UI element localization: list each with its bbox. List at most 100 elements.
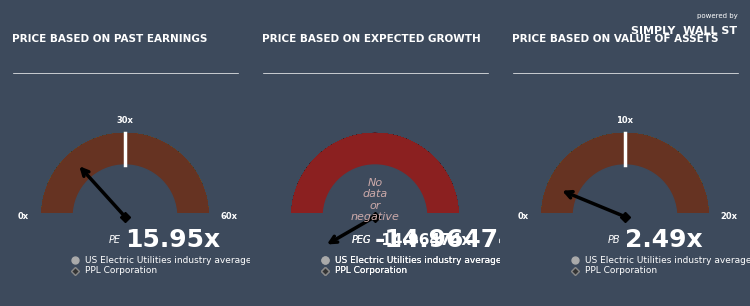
Wedge shape: [42, 133, 209, 300]
Wedge shape: [292, 133, 458, 300]
Wedge shape: [292, 133, 458, 300]
Wedge shape: [292, 133, 458, 300]
Wedge shape: [292, 133, 458, 300]
Wedge shape: [292, 133, 458, 300]
Wedge shape: [292, 133, 458, 300]
Wedge shape: [42, 133, 209, 300]
Text: 0x: 0x: [18, 212, 29, 221]
Text: 15.95x: 15.95x: [125, 228, 220, 252]
Wedge shape: [292, 133, 458, 300]
Wedge shape: [292, 133, 458, 300]
Wedge shape: [292, 133, 458, 300]
Circle shape: [74, 165, 177, 268]
Circle shape: [323, 165, 427, 268]
FancyBboxPatch shape: [250, 212, 500, 283]
Wedge shape: [292, 133, 458, 300]
Wedge shape: [292, 133, 458, 300]
Wedge shape: [292, 133, 458, 300]
Wedge shape: [42, 133, 209, 300]
Wedge shape: [292, 133, 458, 300]
Wedge shape: [42, 133, 209, 300]
Wedge shape: [42, 133, 209, 300]
Wedge shape: [292, 133, 458, 300]
Wedge shape: [542, 133, 708, 300]
Wedge shape: [542, 133, 708, 300]
Wedge shape: [42, 133, 209, 300]
Wedge shape: [42, 133, 209, 300]
Wedge shape: [42, 133, 209, 300]
Wedge shape: [542, 133, 708, 300]
Text: PPL Corporation: PPL Corporation: [585, 266, 657, 275]
Wedge shape: [542, 133, 708, 300]
Wedge shape: [292, 133, 458, 300]
Wedge shape: [292, 133, 458, 300]
Wedge shape: [292, 133, 458, 300]
Wedge shape: [42, 133, 209, 300]
Wedge shape: [42, 133, 209, 300]
Wedge shape: [292, 133, 458, 300]
Wedge shape: [292, 133, 458, 300]
Wedge shape: [292, 133, 458, 300]
Wedge shape: [542, 133, 708, 300]
Wedge shape: [542, 133, 708, 300]
Wedge shape: [42, 133, 209, 300]
Wedge shape: [292, 133, 458, 300]
Wedge shape: [42, 133, 209, 300]
Wedge shape: [42, 133, 209, 300]
Wedge shape: [292, 133, 458, 300]
Wedge shape: [542, 133, 708, 300]
Wedge shape: [292, 133, 458, 300]
Wedge shape: [542, 133, 708, 300]
Text: PPL Corporation: PPL Corporation: [85, 266, 158, 275]
Wedge shape: [542, 133, 708, 300]
Wedge shape: [292, 133, 458, 300]
Wedge shape: [42, 133, 209, 300]
Wedge shape: [292, 133, 458, 300]
Wedge shape: [42, 133, 209, 300]
Wedge shape: [292, 133, 458, 300]
Wedge shape: [542, 133, 708, 300]
Wedge shape: [42, 133, 209, 300]
Wedge shape: [542, 133, 708, 300]
Wedge shape: [42, 133, 209, 300]
Wedge shape: [292, 133, 458, 300]
Wedge shape: [542, 133, 708, 300]
Wedge shape: [542, 133, 708, 300]
Wedge shape: [542, 133, 708, 300]
Wedge shape: [542, 133, 708, 300]
Wedge shape: [542, 133, 708, 300]
Wedge shape: [542, 133, 708, 300]
Wedge shape: [542, 133, 708, 300]
Wedge shape: [42, 133, 209, 300]
Wedge shape: [542, 133, 708, 300]
Wedge shape: [42, 133, 209, 300]
Wedge shape: [42, 133, 209, 300]
Wedge shape: [292, 133, 458, 300]
Wedge shape: [42, 133, 209, 300]
Wedge shape: [292, 133, 458, 300]
Wedge shape: [42, 133, 209, 300]
Circle shape: [573, 165, 676, 268]
Wedge shape: [542, 133, 708, 300]
Wedge shape: [292, 133, 458, 300]
Wedge shape: [292, 133, 458, 300]
Wedge shape: [42, 133, 209, 300]
Wedge shape: [292, 133, 458, 300]
Wedge shape: [542, 133, 708, 300]
Wedge shape: [42, 133, 209, 300]
Wedge shape: [542, 133, 708, 300]
Wedge shape: [542, 133, 708, 300]
Wedge shape: [542, 133, 708, 300]
Wedge shape: [42, 133, 209, 300]
Wedge shape: [542, 133, 708, 300]
Wedge shape: [292, 133, 458, 300]
Text: 10x: 10x: [616, 116, 634, 125]
Wedge shape: [292, 133, 458, 300]
Text: No
data
or
negative: No data or negative: [350, 177, 400, 222]
Wedge shape: [42, 133, 209, 300]
Text: US Electric Utilities industry average: US Electric Utilities industry average: [335, 256, 502, 264]
Wedge shape: [292, 133, 458, 300]
Wedge shape: [42, 133, 209, 300]
Wedge shape: [42, 133, 209, 300]
Wedge shape: [292, 133, 458, 300]
